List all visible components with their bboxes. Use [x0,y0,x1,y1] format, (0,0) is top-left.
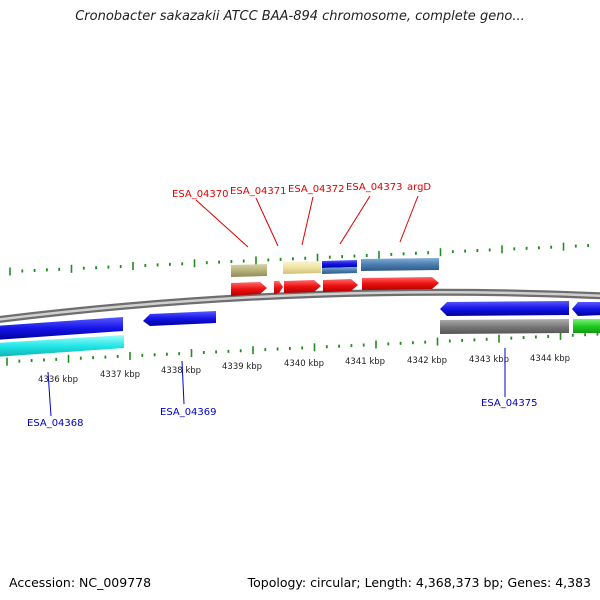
arrow-argd[interactable] [362,277,439,290]
arrow-esa-04370[interactable] [231,282,267,296]
axis-label: 4340 kbp [284,359,324,369]
map-title: Cronobacter sakazakii ATCC BAA-894 chrom… [75,9,525,24]
gene-esa-04368-cds[interactable] [0,335,124,357]
accession-label: Accession: NC_009778 [9,575,152,590]
gene-labels-top: ESA_04370 ESA_04371 ESA_04372 ESA_04373 … [172,182,431,248]
gene-label-argd[interactable]: argD [407,182,431,193]
gene-esa-04368[interactable] [0,317,123,340]
axis-label: 4337 kbp [100,370,140,380]
gene-esa-04375-cds[interactable] [440,319,569,334]
axis-labels: 4336 kbp 4337 kbp 4338 kbp 4339 kbp 4340… [38,354,570,385]
gene-labels-bottom: ESA_04368 ESA_04369 ESA_04375 [27,348,538,429]
arrow-esa-04373[interactable] [323,279,358,292]
gene-label-esa-04373[interactable]: ESA_04373 [346,182,403,193]
axis-label: 4341 kbp [345,357,385,367]
gene-esa-04373-top[interactable] [322,260,357,268]
gene-esa-04372[interactable] [283,261,321,274]
axis-label: 4336 kbp [38,375,78,385]
gene-esa-04370[interactable] [231,264,267,277]
leader-line [195,199,249,248]
forward-tick-marks [9,242,589,276]
axis-label: 4342 kbp [407,356,447,366]
arrow-esa-04372[interactable] [284,280,321,293]
gene-argd[interactable] [361,258,439,271]
leader-line [47,371,52,417]
gene-esa-04373-bottom[interactable] [322,267,357,274]
gene-esa-04376[interactable] [572,302,600,316]
gene-label-esa-04375[interactable]: ESA_04375 [481,398,538,409]
leader-line [399,195,419,243]
arrow-esa-04371[interactable] [274,281,283,294]
leader-line [181,360,185,405]
gene-esa-04369[interactable] [143,311,216,326]
leader-line [301,196,314,246]
gene-label-esa-04371[interactable]: ESA_04371 [230,186,287,197]
chromosome-backbone-highlight [0,290,600,321]
reverse-tick-marks [6,331,599,366]
gene-esa-04376-cds[interactable] [573,319,600,333]
axis-label: 4344 kbp [530,354,570,364]
gene-label-esa-04370[interactable]: ESA_04370 [172,189,229,200]
genome-stats-label: Topology: circular; Length: 4,368,373 bp… [247,575,591,590]
axis-label: 4343 kbp [469,355,509,365]
leader-line [339,195,371,245]
axis-label: 4339 kbp [222,362,262,372]
gene-label-esa-04372[interactable]: ESA_04372 [288,184,345,195]
axis-label: 4338 kbp [161,366,201,376]
gene-label-esa-04369[interactable]: ESA_04369 [160,407,217,418]
leader-line [255,197,279,247]
gene-label-esa-04368[interactable]: ESA_04368 [27,418,84,429]
gene-esa-04375[interactable] [440,301,569,316]
